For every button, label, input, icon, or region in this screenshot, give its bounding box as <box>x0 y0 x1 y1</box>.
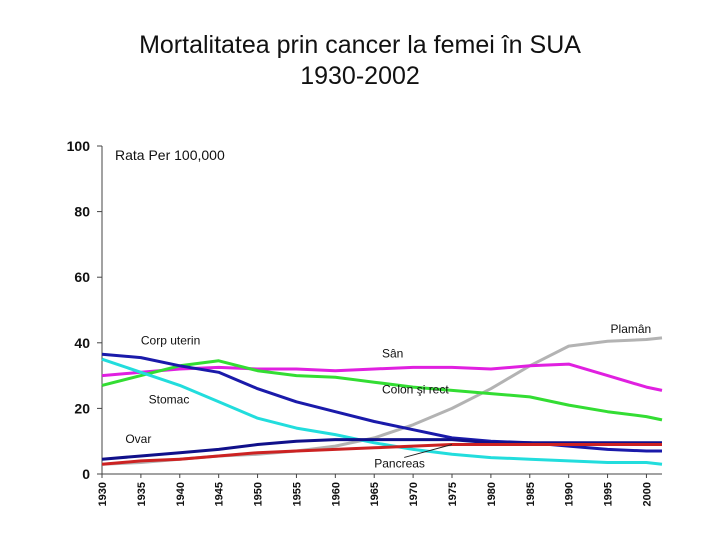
x-tick-label: 1985 <box>525 482 537 506</box>
x-tick-label: 1930 <box>97 482 109 506</box>
x-tick-label: 1950 <box>253 482 265 506</box>
series-label: Stomac <box>149 392 190 406</box>
x-tick-label: 1965 <box>369 482 381 506</box>
y-tick-label: 20 <box>74 400 90 416</box>
x-tick-label: 1940 <box>175 482 187 506</box>
y-tick-label: 80 <box>74 204 90 220</box>
chart-title-line-2: 1930-2002 <box>300 62 420 90</box>
y-tick-label: 100 <box>67 138 91 154</box>
x-tick-label: 1960 <box>330 482 342 506</box>
x-tick-label: 1955 <box>291 482 303 506</box>
series-lines <box>101 336 663 466</box>
y-tick-label: 60 <box>74 269 90 285</box>
x-tick-label: 1935 <box>136 482 148 506</box>
series-label: Sân <box>382 347 403 361</box>
y-tick-label: 0 <box>82 466 90 482</box>
series-line-ovar <box>101 438 662 461</box>
x-tick-label: 2000 <box>641 482 653 506</box>
series-label: Ovar <box>125 432 151 446</box>
series-label: Colon şi rect <box>382 383 449 397</box>
annotation-leader-line <box>404 443 453 458</box>
x-tick-label: 1990 <box>564 482 576 506</box>
y-tick-label: 40 <box>74 335 90 351</box>
chart-title: Mortalitatea prin cancer la femei în SUA… <box>0 30 720 92</box>
x-tick-label: 1945 <box>214 482 226 506</box>
x-tick-label: 1995 <box>603 482 615 506</box>
series-label: Plamân <box>611 322 652 336</box>
series-label: Pancreas <box>374 456 425 470</box>
series-line-corp-uterin <box>101 352 662 453</box>
series-label: Corp uterin <box>141 333 200 347</box>
x-tick-label: 1970 <box>408 482 420 506</box>
chart-title-line-1: Mortalitatea prin cancer la femei în SUA <box>139 31 581 59</box>
series-line-pancreas <box>101 443 662 466</box>
series-labels: Plamân Sân Colon şi rect Corp uterin Stomac O… <box>125 322 651 470</box>
axes: 0 20 40 60 80 100 1930 1935 1940 1945 1950 1955 1960… <box>67 138 662 506</box>
x-tick-label: 1980 <box>486 482 498 506</box>
y-axis-label: Rata Per 100,000 <box>115 147 225 163</box>
x-tick-label: 1975 <box>447 482 459 506</box>
series-line-colon-i-rect <box>101 359 663 422</box>
